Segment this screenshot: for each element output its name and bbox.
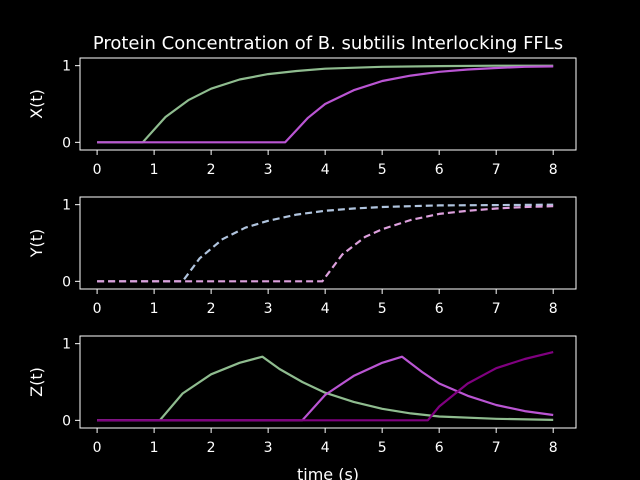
panel-2: 0 1 2 3 4 5 6 7 8 0 1 Y(t) xyxy=(27,196,577,317)
x-tick-label: 2 xyxy=(207,162,216,178)
x-axis-label: time (s) xyxy=(297,465,359,480)
x-tick-label: 5 xyxy=(378,440,387,456)
y-tick-label: 1 xyxy=(62,337,71,353)
x-tick-label: 4 xyxy=(321,301,330,317)
x-tick-label: 4 xyxy=(321,162,330,178)
y-tick-label: 1 xyxy=(62,198,71,214)
series-line-1 xyxy=(97,355,554,422)
series-line-1 xyxy=(97,203,554,283)
x-tick-label: 6 xyxy=(435,162,444,178)
x-tick-label: 3 xyxy=(264,162,273,178)
x-tick-label: 8 xyxy=(549,440,558,456)
x-tick-label: 5 xyxy=(378,162,387,178)
x-tick-label: 6 xyxy=(435,301,444,317)
x-tick-label: 1 xyxy=(150,162,159,178)
x-tick-label: 2 xyxy=(207,301,216,317)
series-line-2 xyxy=(97,205,554,283)
x-tick-label: 0 xyxy=(93,301,102,317)
y-tick-label: 0 xyxy=(62,135,71,151)
x-tick-label: 0 xyxy=(93,162,102,178)
x-tick-label: 1 xyxy=(150,301,159,317)
x-tick-label: 1 xyxy=(150,440,159,456)
x-tick-label: 6 xyxy=(435,440,444,456)
y-tick-label: 0 xyxy=(62,413,71,429)
x-tick-label: 3 xyxy=(264,301,273,317)
axes-frame xyxy=(79,196,577,290)
series-line-1 xyxy=(97,64,554,144)
y-axis-label: Z(t) xyxy=(27,367,46,397)
y-tick-label: 0 xyxy=(62,274,71,290)
y-tick-label: 1 xyxy=(62,59,71,75)
chart-title: Protein Concentration of B. subtilis Int… xyxy=(93,33,563,54)
series-line-3 xyxy=(97,351,554,422)
panel-1: 0 1 2 3 4 5 6 7 8 0 1 X(t) xyxy=(27,57,577,178)
x-tick-label: 5 xyxy=(378,301,387,317)
y-axis-label: Y(t) xyxy=(27,229,46,259)
x-tick-label: 8 xyxy=(549,301,558,317)
series-line-2 xyxy=(97,355,554,422)
y-axis-label: X(t) xyxy=(27,89,46,119)
axes-frame xyxy=(79,57,577,151)
panel-3: 0 1 2 3 4 5 6 7 8 0 1 Z(t) xyxy=(27,335,577,456)
x-tick-label: 0 xyxy=(93,440,102,456)
x-tick-label: 7 xyxy=(492,301,501,317)
axes-frame xyxy=(79,335,577,429)
x-tick-label: 3 xyxy=(264,440,273,456)
x-tick-label: 4 xyxy=(321,440,330,456)
x-tick-label: 7 xyxy=(492,162,501,178)
x-tick-label: 7 xyxy=(492,440,501,456)
series-line-2 xyxy=(97,65,554,144)
x-tick-label: 2 xyxy=(207,440,216,456)
x-tick-label: 8 xyxy=(549,162,558,178)
